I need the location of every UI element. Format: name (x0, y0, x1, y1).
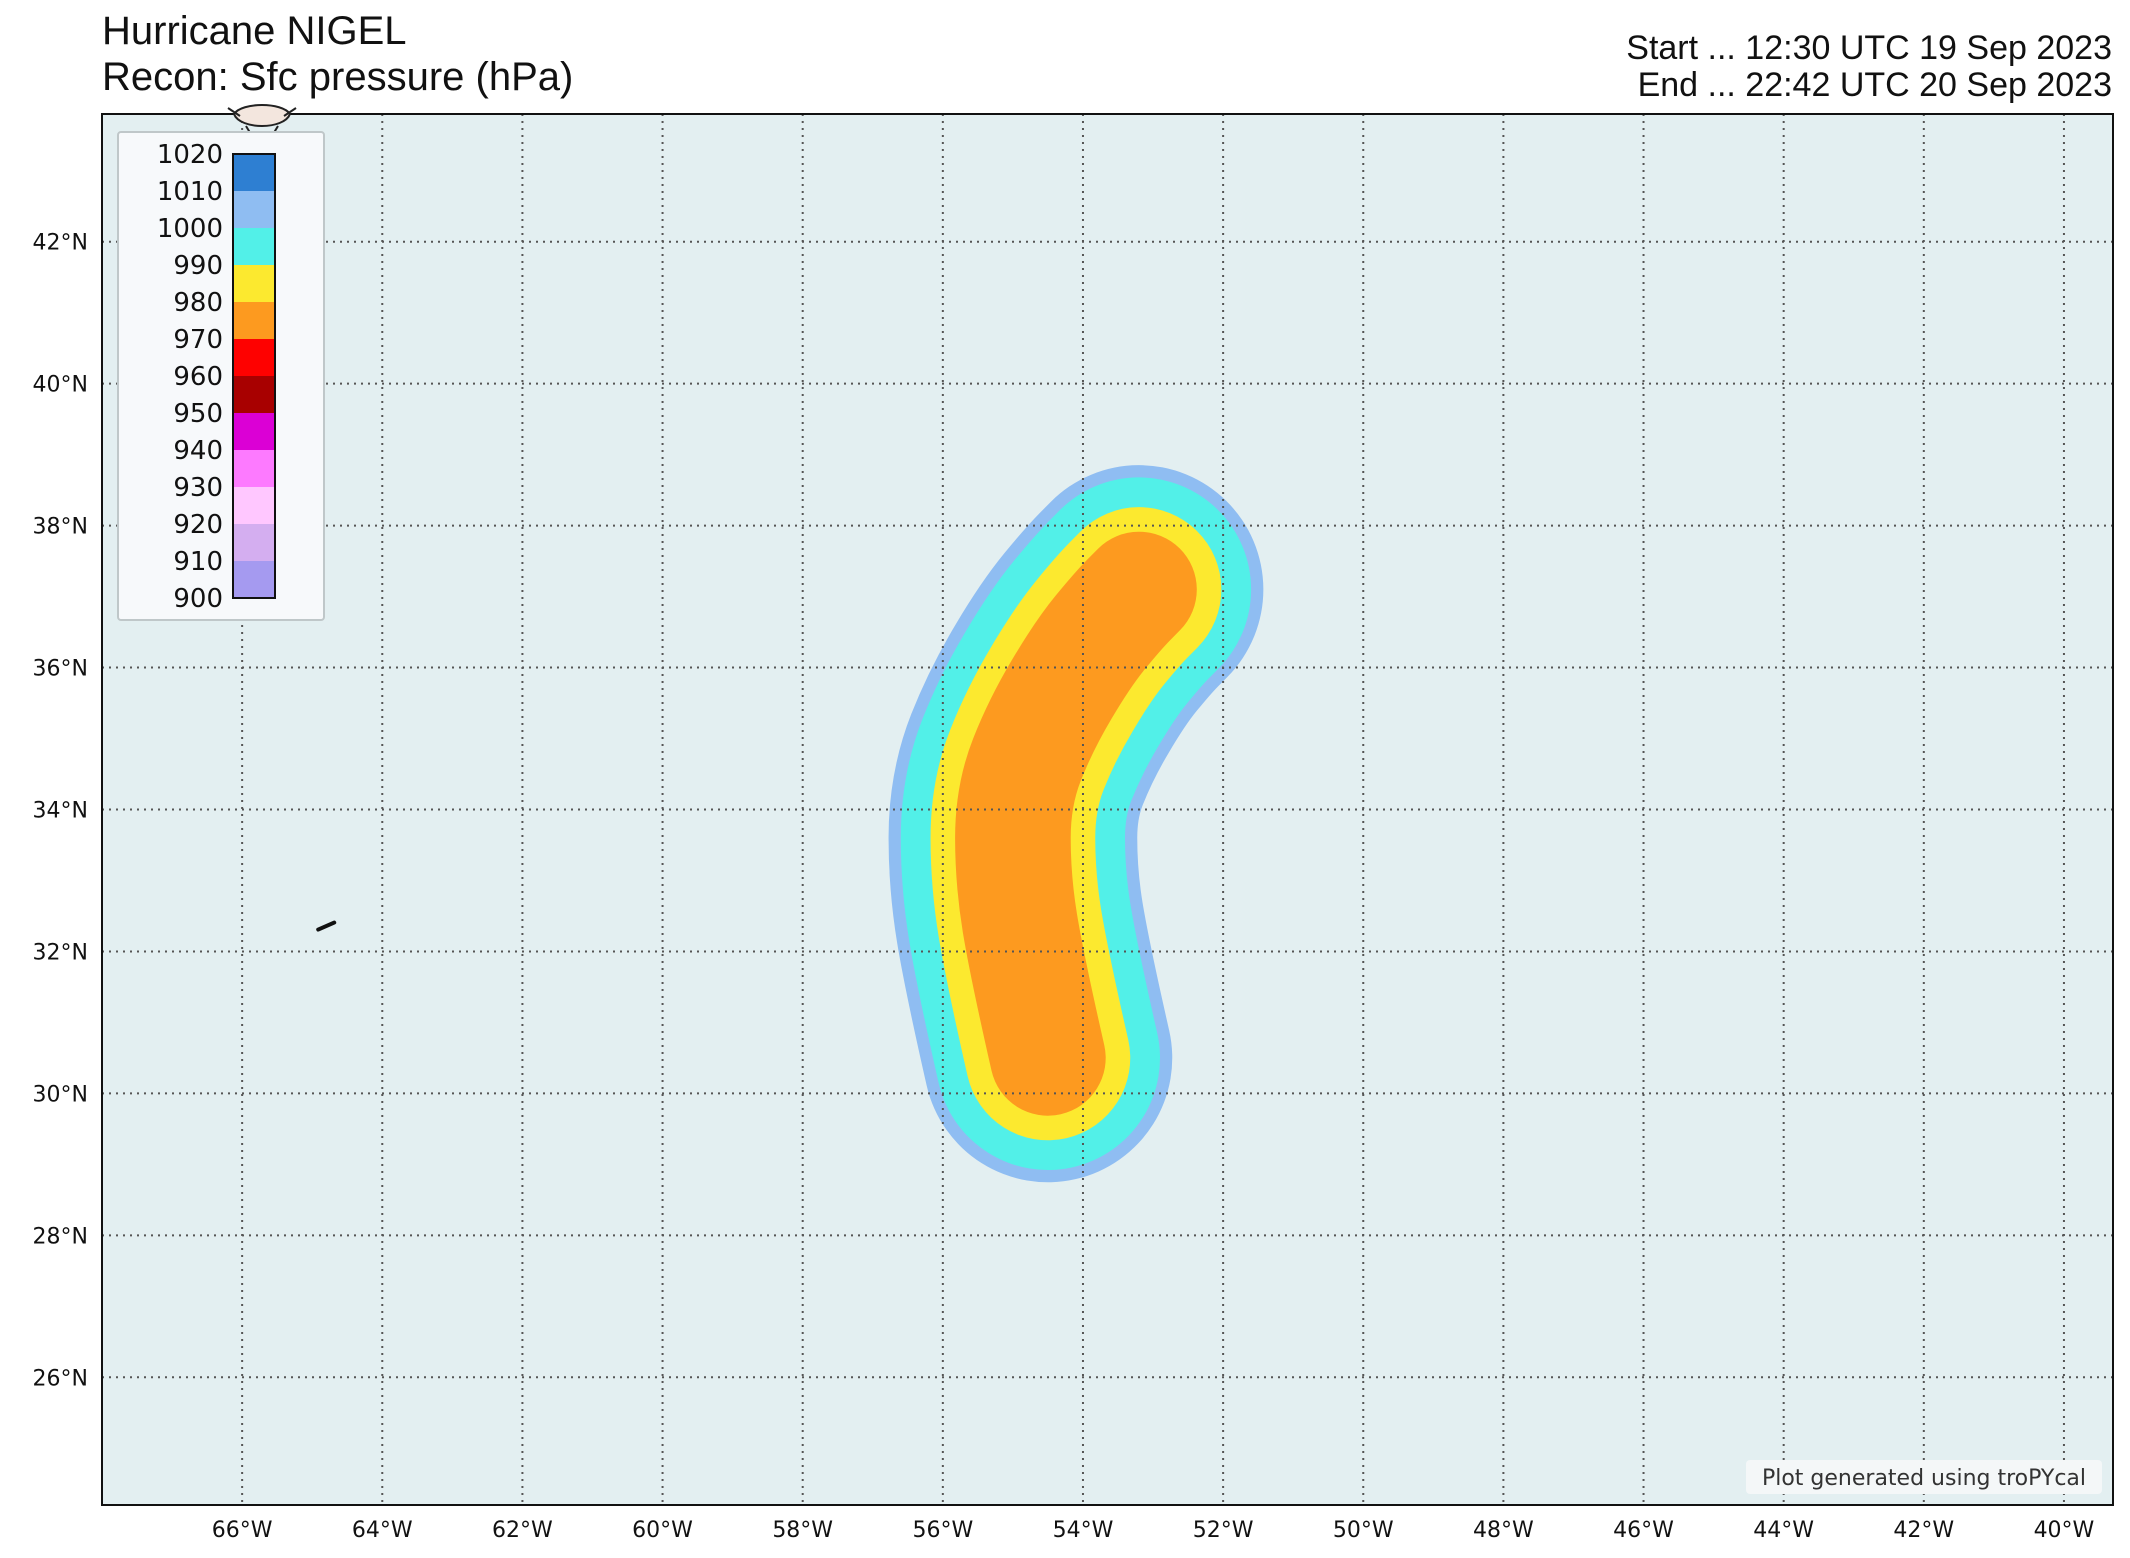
legend-label-930: 930 (173, 473, 223, 503)
lon-tick-label: 40°W (2034, 1518, 2095, 1543)
lon-tick-label: 66°W (212, 1518, 273, 1543)
legend-label-990: 990 (173, 251, 223, 281)
bermuda-island (316, 920, 337, 932)
legend-swatch-910 (233, 561, 275, 598)
lon-tick-label: 54°W (1053, 1518, 1114, 1543)
legend-label-960: 960 (173, 362, 223, 392)
lon-tick-label: 48°W (1473, 1518, 1534, 1543)
legend-hurricane-icon (227, 104, 297, 137)
lon-tick-label: 62°W (492, 1518, 553, 1543)
legend-swatch-920 (233, 524, 275, 561)
legend-label-920: 920 (173, 510, 223, 540)
legend-swatch-980 (233, 302, 275, 339)
legend-swatch-930 (233, 487, 275, 524)
bermuda-shape (316, 920, 337, 932)
legend-label-1000: 1000 (157, 214, 223, 244)
lon-tick-label: 44°W (1753, 1518, 1814, 1543)
pressure-band-970 (955, 531, 1197, 1116)
variable-title: Recon: Sfc pressure (hPa) (102, 55, 574, 99)
lon-tick-label: 52°W (1193, 1518, 1254, 1543)
legend-colorbar-outline (232, 153, 276, 599)
legend-swatch-1010 (233, 191, 275, 228)
axis-tick-labels: 66°W 64°W 62°W 60°W 58°W 56°W 54°W 52°W 50°W 48°W… (33, 231, 2095, 1543)
lat-tick-label: 34°N (33, 799, 88, 824)
lon-tick-label: 50°W (1333, 1518, 1394, 1543)
lon-tick-label: 58°W (772, 1518, 833, 1543)
legend-label-1020: 1020 (157, 140, 223, 170)
legend-label-940: 940 (173, 436, 223, 466)
legend-swatch-1020 (233, 154, 275, 191)
legend-swatch-960 (233, 376, 275, 413)
graticule (102, 114, 2113, 1505)
storm-title: Hurricane NIGEL (102, 9, 407, 53)
legend-label-970: 970 (173, 325, 223, 355)
title-block: Hurricane NIGEL Recon: Sfc pressure (hPa… (102, 8, 573, 100)
lat-tick-label: 30°N (33, 1082, 88, 1107)
legend-label-bottom: 900 (173, 584, 223, 614)
map-frame (101, 113, 2114, 1506)
lon-tick-label: 56°W (912, 1518, 973, 1543)
legend-swatch-970 (233, 339, 275, 376)
start-time: Start ... 12:30 UTC 19 Sep 2023 (1626, 29, 2112, 67)
lat-tick-label: 40°N (33, 373, 88, 398)
lat-tick-label: 36°N (33, 657, 88, 682)
credit-box: Plot generated using troPYcal (1746, 1460, 2102, 1494)
lat-tick-label: 32°N (33, 940, 88, 965)
credit-text: Plot generated using troPYcal (1762, 1466, 2086, 1491)
time-range-block: Start ... 12:30 UTC 19 Sep 2023 End ... … (1626, 30, 2112, 104)
end-time: End ... 22:42 UTC 20 Sep 2023 (1637, 66, 2112, 104)
lon-tick-label: 60°W (632, 1518, 693, 1543)
legend-label-980: 980 (173, 288, 223, 318)
lat-tick-label: 28°N (33, 1224, 88, 1249)
legend-label-1010: 1010 (157, 177, 223, 207)
lat-tick-label: 26°N (33, 1366, 88, 1391)
lon-tick-label: 64°W (352, 1518, 413, 1543)
pressure-legend: 1020 1010 1000 990 980 970 960 950 940 930 920 910 9… (117, 104, 325, 621)
pressure-contours (888, 465, 1264, 1183)
legend-swatch-990 (233, 265, 275, 302)
legend-swatch-940 (233, 450, 275, 487)
legend-swatch-1000 (233, 228, 275, 265)
lat-tick-label: 42°N (33, 231, 88, 256)
lon-tick-label: 42°W (1893, 1518, 1954, 1543)
legend-label-950: 950 (173, 399, 223, 429)
lon-tick-label: 46°W (1613, 1518, 1674, 1543)
lat-tick-label: 38°N (33, 515, 88, 540)
legend-swatch-950 (233, 413, 275, 450)
legend-label-910: 910 (173, 547, 223, 577)
